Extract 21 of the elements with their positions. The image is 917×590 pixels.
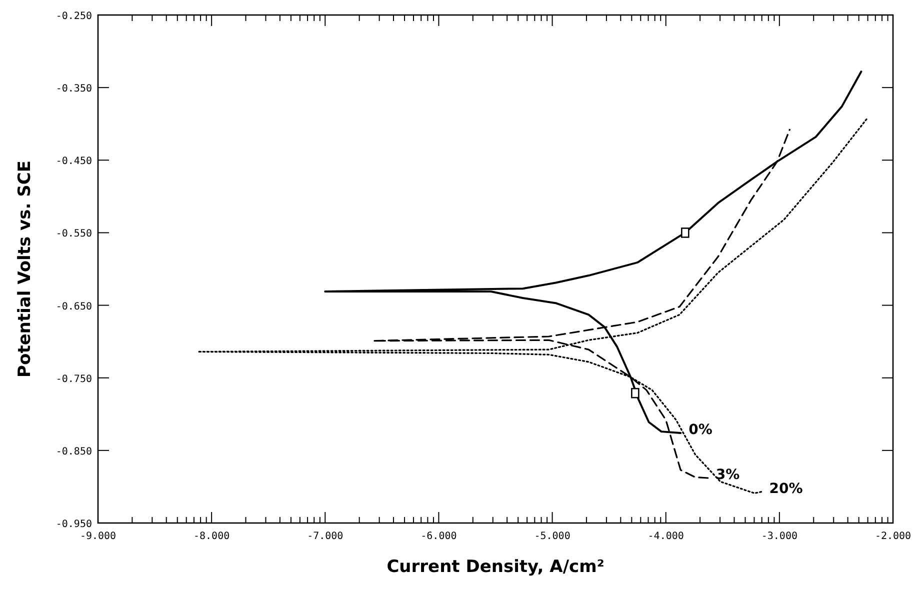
x-tick-label: -4.000	[648, 531, 684, 542]
x-tick-label: -2.000	[874, 531, 912, 542]
y-tick-label: -0.850	[56, 446, 92, 458]
x-tick-label: -7.000	[307, 531, 344, 542]
y-tick-label: -0.450	[56, 156, 92, 168]
x-tick-label: -8.000	[194, 531, 230, 542]
y-tick-label: -0.550	[56, 228, 92, 240]
y-axis-title: Potential Volts vs. SCE	[15, 160, 35, 378]
x-tick-label: -3.000	[761, 531, 798, 542]
x-tick-label: -5.000	[534, 531, 570, 542]
x-axis-title: Current Density, A/cm²	[386, 557, 604, 577]
y-tick-label: -0.650	[56, 301, 92, 312]
y-tick-label: -0.250	[56, 11, 92, 22]
y-tick-label: -0.750	[56, 374, 92, 385]
series-label: 20%	[769, 480, 803, 497]
series-label: 3%	[716, 467, 740, 484]
series-label: 0%	[688, 422, 712, 438]
x-tick-label: -6.000	[420, 531, 457, 542]
x-tick-label: -9.000	[80, 531, 116, 542]
y-tick-label: -0.950	[56, 519, 92, 530]
y-tick-label: -0.350	[56, 84, 92, 95]
